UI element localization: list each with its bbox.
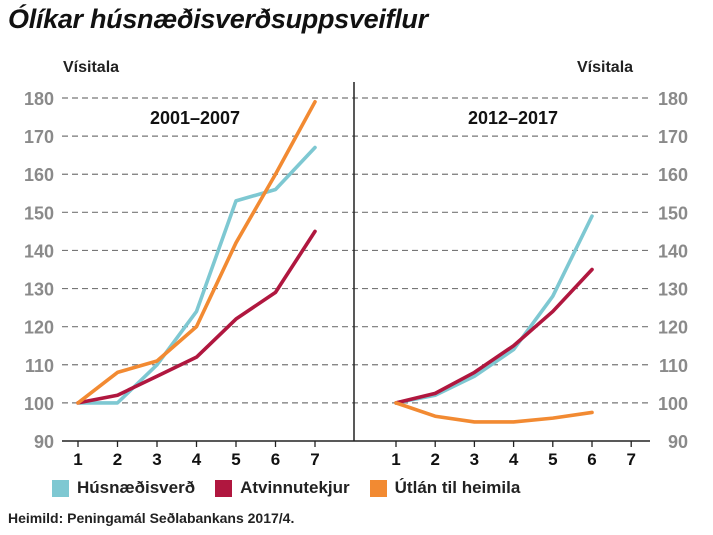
legend-item-utlan: Útlán til heimila [369,478,521,498]
x-tick-label-p1-7: 7 [310,450,319,469]
y-tick-left-130: 130 [24,280,54,300]
legend-label-husnaedisverd: Húsnæðisverð [77,478,196,497]
y-tick-left-170: 170 [24,127,54,147]
legend-item-husnaedisverd: Húsnæðisverð [52,478,195,498]
series-line-p2-1 [394,267,594,405]
x-tick-label-p2-3: 3 [470,450,479,469]
x-tick-label-p1-3: 3 [152,450,161,469]
x-tick-label-p1-6: 6 [271,450,280,469]
y-tick-right-170: 170 [658,127,688,147]
x-tick-label-p2-7: 7 [626,450,635,469]
y-tick-left-110: 110 [25,356,54,376]
x-tick-label-p2-4: 4 [509,450,519,469]
y-tick-right-140: 140 [658,241,688,261]
series-line-p1-0 [76,145,317,405]
legend-label-utlan: Útlán til heimila [394,478,521,497]
y-tick-right-90: 90 [668,432,688,452]
y-tick-right-130: 130 [658,280,688,300]
x-tick-label-p1-5: 5 [231,450,240,469]
y-tick-left-150: 150 [24,203,54,223]
x-tick-label-p2-6: 6 [587,450,596,469]
x-tick-label-p1-4: 4 [192,450,202,469]
legend-swatch-utlan [369,479,387,497]
legend-item-atvinnutekjur: Atvinnutekjur [215,478,350,498]
x-tick-label-p1-2: 2 [113,450,122,469]
y-tick-right-120: 120 [658,318,688,338]
x-tick-label-p2-1: 1 [391,450,400,469]
legend: Húsnæðisverð Atvinnutekjur Útlán til hei… [52,478,540,498]
y-tick-left-100: 100 [24,394,54,414]
series-line-p1-2 [76,100,317,405]
x-tick-label-p1-1: 1 [73,450,82,469]
legend-label-atvinnutekjur: Atvinnutekjur [240,478,350,497]
y-axis-title-right: Vísitala [577,59,633,76]
y-tick-left-180: 180 [24,89,54,109]
legend-swatch-husnaedisverd [52,479,69,497]
y-tick-left-140: 140 [24,241,54,261]
y-tick-left-120: 120 [24,318,54,338]
x-tick-label-p2-2: 2 [430,450,439,469]
panel-label-2: 2012–2017 [468,108,558,128]
y-tick-right-180: 180 [658,89,688,109]
y-tick-left-160: 160 [24,165,54,185]
series-line-p2-2 [394,401,594,424]
chart-title: Ólíkar húsnæðisverðsuppsveiflur [8,4,428,34]
panel-label-1: 2001–2007 [150,108,240,128]
x-tick-label-p2-5: 5 [548,450,557,469]
legend-swatch-atvinnutekjur [215,479,233,497]
source-note: Heimild: Peningamál Seðlabankans 2017/4. [8,510,295,526]
y-axis-title-left: Vísitala [63,59,119,76]
y-tick-right-150: 150 [658,203,688,223]
series-line-p1-1 [76,229,317,405]
y-tick-left-90: 90 [34,432,54,452]
y-tick-right-110: 110 [659,356,688,376]
series-line-p2-0 [394,214,594,405]
y-tick-right-100: 100 [658,394,688,414]
y-tick-right-160: 160 [658,165,688,185]
